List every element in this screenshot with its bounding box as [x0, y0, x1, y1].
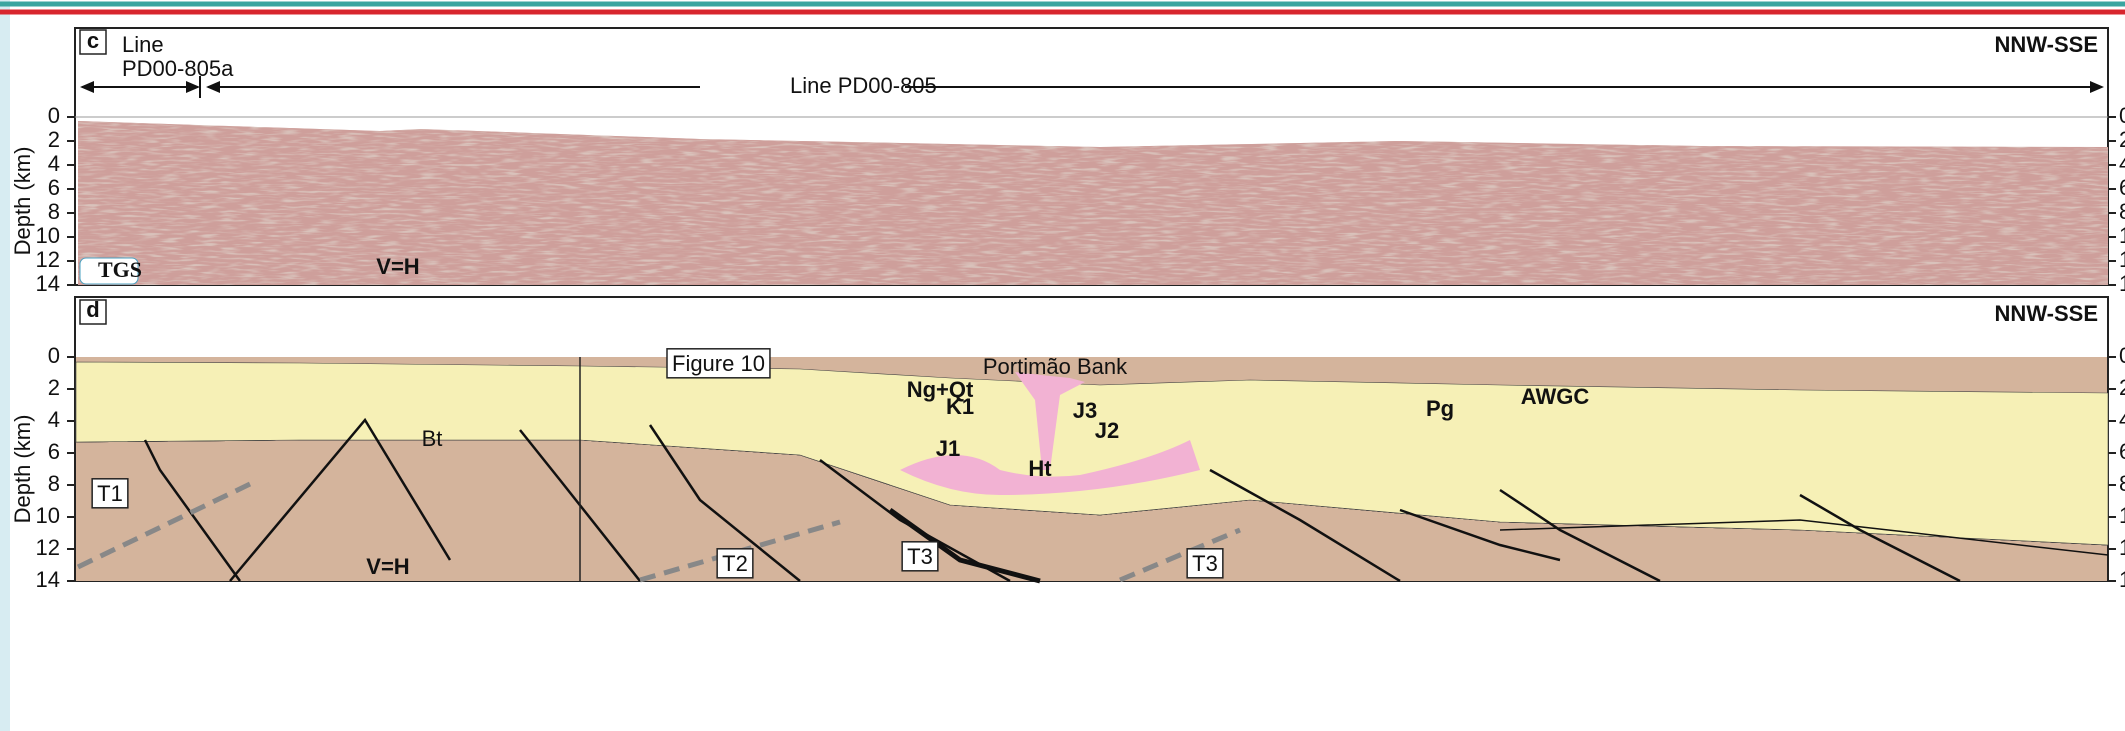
- orientation: NNW-SSE: [1995, 301, 2098, 326]
- orientation: NNW-SSE: [1995, 32, 2098, 57]
- y-tick-label: 0: [48, 103, 60, 128]
- y-tick-label: 14: [36, 567, 60, 592]
- y-tick-label: 6: [48, 439, 60, 464]
- y-tick-label: 12: [2119, 247, 2125, 272]
- panel-c: [67, 28, 2116, 285]
- y-tick-label: 2: [2119, 375, 2125, 400]
- y-tick-label: 4: [48, 151, 60, 176]
- panel-d: [67, 297, 2116, 581]
- y-tick-label: 10: [36, 503, 60, 528]
- y-tick-label: 2: [48, 127, 60, 152]
- annotation: Pg: [1426, 396, 1454, 421]
- annotation: V=H: [376, 254, 419, 279]
- annotation: T1: [97, 481, 123, 506]
- y-tick-label: 10: [2119, 503, 2125, 528]
- annotation: Figure 10: [672, 351, 765, 376]
- annotation: Bt: [422, 426, 443, 451]
- y-axis-title: Depth (km): [10, 415, 35, 524]
- annotation: Line: [122, 32, 164, 57]
- annotation: Line PD00-805: [790, 73, 937, 98]
- y-tick-label: 12: [2119, 535, 2125, 560]
- y-tick-label: 0: [48, 343, 60, 368]
- y-tick-label: 12: [36, 535, 60, 560]
- annotation: K1: [946, 394, 974, 419]
- y-axis-title: Depth (km): [10, 147, 35, 256]
- figure: cNNW-SSEDepth (km)0022446688101012121414…: [0, 0, 2125, 731]
- y-tick-label: 4: [2119, 151, 2125, 176]
- annotation: J2: [1095, 418, 1119, 443]
- y-tick-label: 10: [2119, 223, 2125, 248]
- y-tick-label: 0: [2119, 343, 2125, 368]
- y-tick-label: 2: [2119, 127, 2125, 152]
- panel-label: c: [87, 28, 99, 53]
- annotation: Ht: [1028, 456, 1052, 481]
- y-tick-label: 8: [2119, 471, 2125, 496]
- y-tick-label: 10: [36, 223, 60, 248]
- annotation: AWGC: [1521, 384, 1590, 409]
- y-tick-label: 0: [2119, 103, 2125, 128]
- annotation: T2: [722, 551, 748, 576]
- annotation: TGS: [98, 257, 142, 282]
- annotation: T3: [907, 544, 933, 569]
- y-tick-label: 8: [48, 471, 60, 496]
- y-tick-label: 14: [2119, 567, 2125, 592]
- y-tick-label: 2: [48, 375, 60, 400]
- y-tick-label: 14: [2119, 271, 2125, 296]
- y-tick-label: 8: [48, 199, 60, 224]
- side-band: [0, 0, 10, 731]
- y-tick-label: 4: [48, 407, 60, 432]
- y-tick-label: 12: [36, 247, 60, 272]
- annotation: J1: [936, 436, 960, 461]
- annotation: PD00-805a: [122, 56, 234, 81]
- y-tick-label: 6: [2119, 175, 2125, 200]
- annotation: Portimão Bank: [983, 354, 1128, 379]
- y-tick-label: 6: [2119, 439, 2125, 464]
- annotation: T3: [1192, 551, 1218, 576]
- y-tick-label: 14: [36, 271, 60, 296]
- y-tick-label: 8: [2119, 199, 2125, 224]
- annotation: V=H: [366, 554, 409, 579]
- y-tick-label: 4: [2119, 407, 2125, 432]
- annotation: J3: [1073, 398, 1097, 423]
- y-tick-label: 6: [48, 175, 60, 200]
- panel-label: d: [86, 297, 99, 322]
